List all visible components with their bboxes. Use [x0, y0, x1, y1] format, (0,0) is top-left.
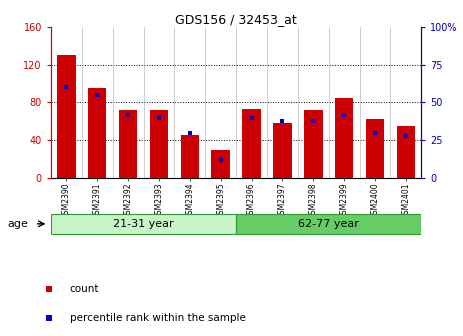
Bar [273, 123, 292, 178]
Bar [119, 110, 138, 178]
Bar [88, 88, 106, 178]
Bar [304, 110, 323, 178]
Bar [150, 110, 168, 178]
Bar [335, 98, 353, 178]
Bar [57, 55, 75, 178]
Title: GDS156 / 32453_at: GDS156 / 32453_at [175, 13, 297, 26]
Text: age: age [7, 219, 29, 229]
Bar [242, 109, 261, 178]
Text: 21-31 year: 21-31 year [113, 219, 174, 229]
FancyBboxPatch shape [236, 214, 421, 234]
Bar [366, 120, 384, 178]
Bar [397, 126, 415, 178]
Text: percentile rank within the sample: percentile rank within the sample [69, 312, 245, 323]
Text: 62-77 year: 62-77 year [298, 219, 359, 229]
FancyBboxPatch shape [51, 214, 236, 234]
Bar [212, 150, 230, 178]
Bar [181, 135, 199, 178]
Text: count: count [69, 284, 99, 294]
